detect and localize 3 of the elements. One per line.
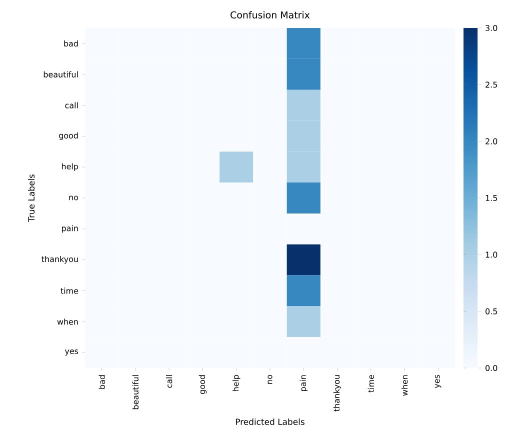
y-axis-title: True Labels bbox=[28, 174, 35, 222]
chart-title: Confusion Matrix bbox=[230, 11, 310, 19]
x-axis-title: Predicted Labels bbox=[236, 418, 304, 426]
